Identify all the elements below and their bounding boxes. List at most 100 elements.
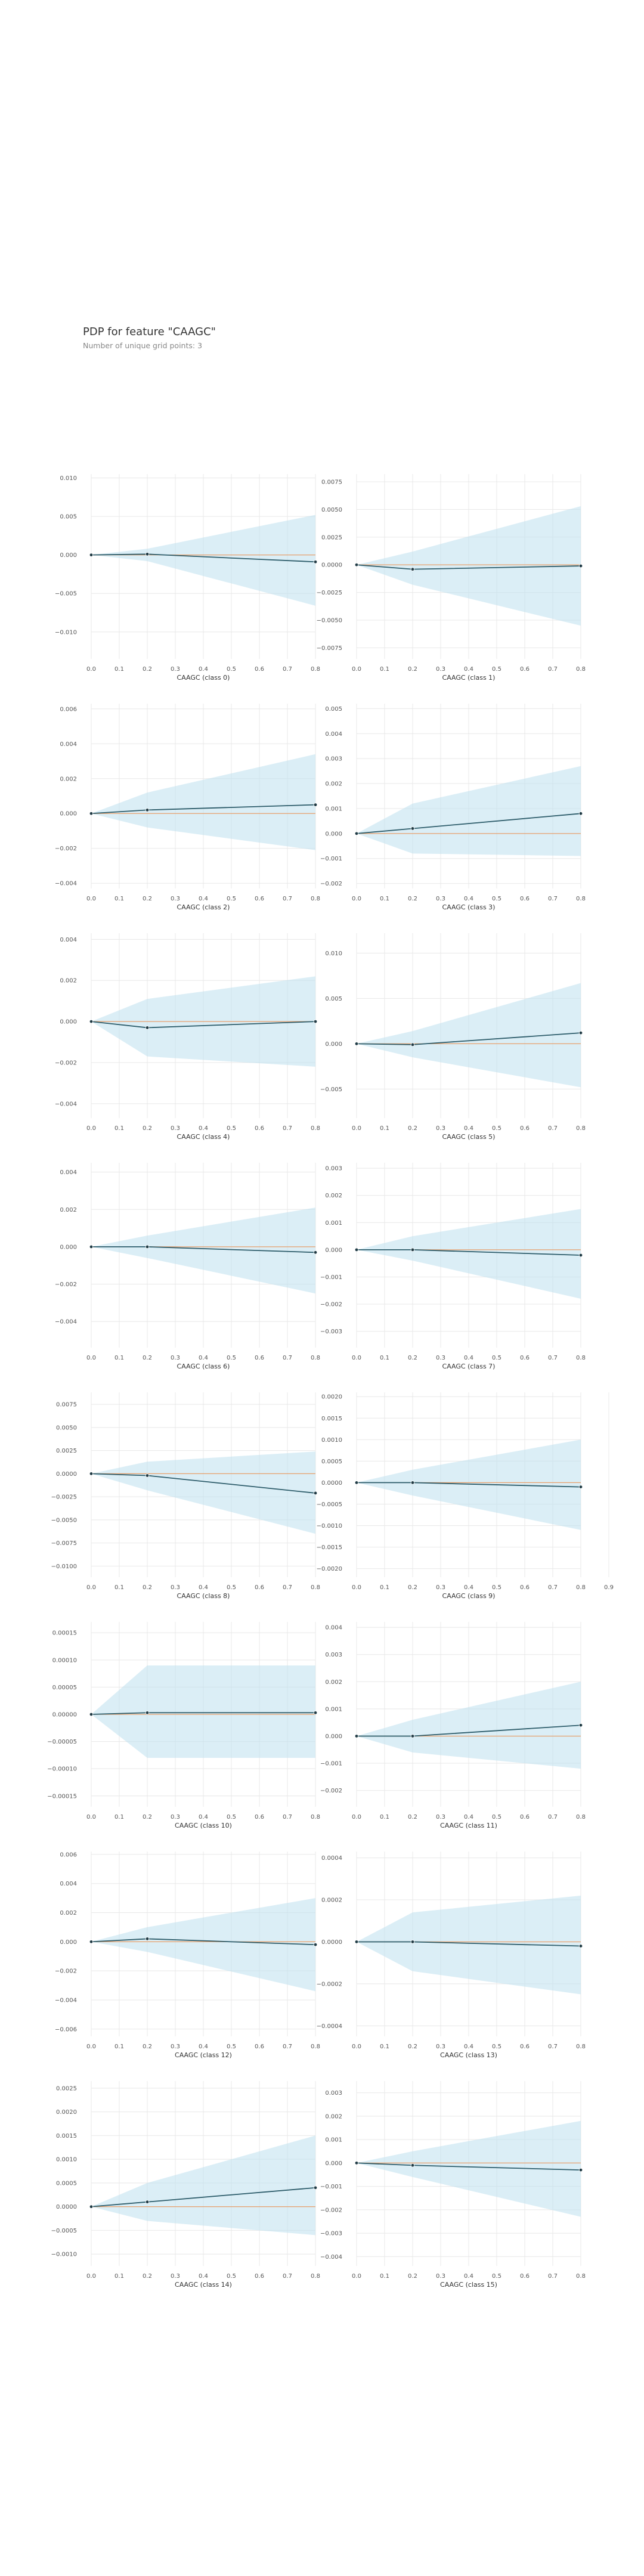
y-tick-label: −0.0015 [317, 1544, 342, 1551]
y-tick-label: 0.0050 [321, 507, 342, 513]
x-tick-label: 0.7 [548, 1814, 558, 1820]
x-tick-label: 0.5 [227, 1814, 236, 1820]
x-tick-label: 0.2 [408, 666, 417, 673]
pdp-point [578, 1723, 583, 1727]
x-tick-label: 0.2 [408, 1355, 417, 1361]
confidence-band [91, 1208, 315, 1294]
pdp-point [89, 1019, 94, 1024]
x-tick-label: 0.1 [380, 2044, 389, 2050]
pdp-panel-class-1: 0.0 0.1 0.2 0.3 0.4 0.5 0.6 0.7 0.8 −0.0075 −0.005… [317, 474, 586, 682]
y-tick-label: 0.000 [60, 1244, 77, 1250]
x-tick-label: 0.8 [311, 896, 320, 902]
x-tick-label: 0.5 [492, 1355, 501, 1361]
x-tick-label: 0.1 [380, 896, 389, 902]
x-tick-label: 0.0 [86, 2044, 96, 2050]
y-tick-label: −0.004 [55, 881, 77, 887]
x-axis-label: CAAGC (class 5) [442, 1133, 496, 1141]
y-tick-label: 0.002 [325, 781, 342, 788]
x-tick-label: 0.6 [520, 1584, 530, 1591]
x-tick-label: 0.3 [436, 1814, 445, 1820]
y-tick-label: −0.0025 [51, 1494, 77, 1501]
x-tick-label: 0.7 [283, 1125, 292, 1132]
pdp-point [89, 1244, 94, 1249]
x-tick-label: 0.0 [352, 1355, 361, 1361]
pdp-point [354, 2161, 359, 2165]
x-tick-label: 0.8 [311, 2044, 320, 2050]
y-tick-label: 0.002 [325, 1679, 342, 1686]
x-axis-label: CAAGC (class 11) [440, 1822, 497, 1829]
x-tick-label: 0.5 [227, 2044, 236, 2050]
pdp-point [354, 563, 359, 567]
pdp-point [410, 2163, 415, 2168]
x-tick-label: 0.6 [520, 666, 530, 673]
x-tick-label: 0.3 [171, 1584, 180, 1591]
y-tick-label: −0.00010 [47, 1766, 77, 1773]
x-tick-label: 0.6 [520, 1814, 530, 1820]
pdp-panel-class-7: 0.0 0.1 0.2 0.3 0.4 0.5 0.6 0.7 0.8 −0.003 −0.002 −… [320, 1163, 586, 1370]
y-tick-label: 0.0002 [321, 1897, 342, 1904]
x-tick-label: 0.6 [255, 1355, 264, 1361]
x-tick-label: 0.4 [199, 2273, 208, 2280]
figure-subtitle: Number of unique grid points: 3 [83, 341, 203, 350]
y-tick-label: −0.003 [320, 2231, 342, 2237]
y-tick-label: 0.0020 [56, 2109, 77, 2116]
pdp-panel-class-0: 0.0 0.1 0.2 0.3 0.4 0.5 0.6 0.7 0.8 −0.010 −0.005 0… [55, 474, 320, 682]
y-tick-label: 0.002 [325, 1193, 342, 1199]
pdp-point [145, 808, 150, 812]
y-tick-label: −0.004 [55, 1319, 77, 1326]
y-tick-label: −0.0100 [51, 1563, 77, 1570]
x-tick-label: 0.0 [86, 1355, 96, 1361]
x-tick-label: 0.6 [520, 1355, 530, 1361]
y-tick-label: 0.004 [325, 1625, 342, 1631]
x-tick-label: 0.2 [408, 1584, 417, 1591]
y-tick-label: 0.0010 [321, 1437, 342, 1444]
confidence-band [91, 1451, 315, 1534]
x-tick-label: 0.4 [464, 1814, 473, 1820]
y-tick-label: 0.002 [60, 1207, 77, 1213]
x-tick-label: 0.8 [311, 1355, 320, 1361]
x-tick-label: 0.4 [199, 1125, 208, 1132]
x-tick-label: 0.3 [436, 2273, 445, 2280]
x-tick-label: 0.1 [114, 666, 124, 673]
confidence-band [91, 754, 315, 850]
pdp-point [89, 553, 94, 557]
x-axis-label: CAAGC (class 7) [442, 1363, 496, 1370]
pdp-point [578, 1030, 583, 1035]
x-tick-label: 0.7 [548, 2044, 558, 2050]
x-tick-label: 0.4 [199, 896, 208, 902]
y-tick-label: 0.004 [60, 1881, 77, 1887]
y-tick-label: −0.0010 [317, 1523, 342, 1530]
pdp-panel-class-10: 0.0 0.1 0.2 0.3 0.4 0.5 0.6 0.7 0.8 −0.00015 −0.00… [47, 1622, 320, 1829]
pdp-point [410, 826, 415, 831]
y-tick-label: −0.003 [320, 1329, 342, 1335]
x-tick-label: 0.1 [114, 1125, 124, 1132]
y-tick-label: 0.000 [325, 1247, 342, 1253]
y-tick-label: 0.000 [325, 1733, 342, 1740]
x-tick-label: 0.7 [283, 2044, 292, 2050]
x-tick-label: 0.4 [464, 896, 473, 902]
x-tick-label: 0.5 [492, 1814, 501, 1820]
y-tick-label: 0.004 [60, 741, 77, 748]
pdp-point [578, 812, 583, 816]
y-tick-label: 0.003 [325, 2090, 342, 2097]
y-tick-label: 0.0004 [321, 1855, 342, 1862]
y-tick-label: 0.001 [325, 1220, 342, 1227]
x-tick-label: 0.8 [576, 2273, 586, 2280]
x-tick-label: 0.2 [408, 1814, 417, 1820]
y-tick-label: −0.0050 [317, 618, 342, 624]
y-tick-label: 0.0005 [321, 1459, 342, 1465]
y-tick-label: 0.0075 [321, 479, 342, 485]
x-tick-label: 0.3 [436, 1584, 445, 1591]
x-tick-label: 0.4 [199, 2044, 208, 2050]
y-tick-label: −0.0075 [317, 645, 342, 652]
x-tick-label: 0.4 [464, 1355, 473, 1361]
x-tick-label: 0.7 [283, 1355, 292, 1361]
x-tick-label: 0.4 [199, 1355, 208, 1361]
y-tick-label: 0.0000 [56, 1471, 77, 1478]
pdp-point [89, 1940, 94, 1944]
pdp-point [145, 1937, 150, 1941]
x-tick-label: 0.7 [548, 896, 558, 902]
y-tick-label: 0.00010 [52, 1657, 77, 1664]
x-tick-label: 0.5 [227, 1584, 236, 1591]
x-axis-label: CAAGC (class 6) [177, 1363, 230, 1370]
